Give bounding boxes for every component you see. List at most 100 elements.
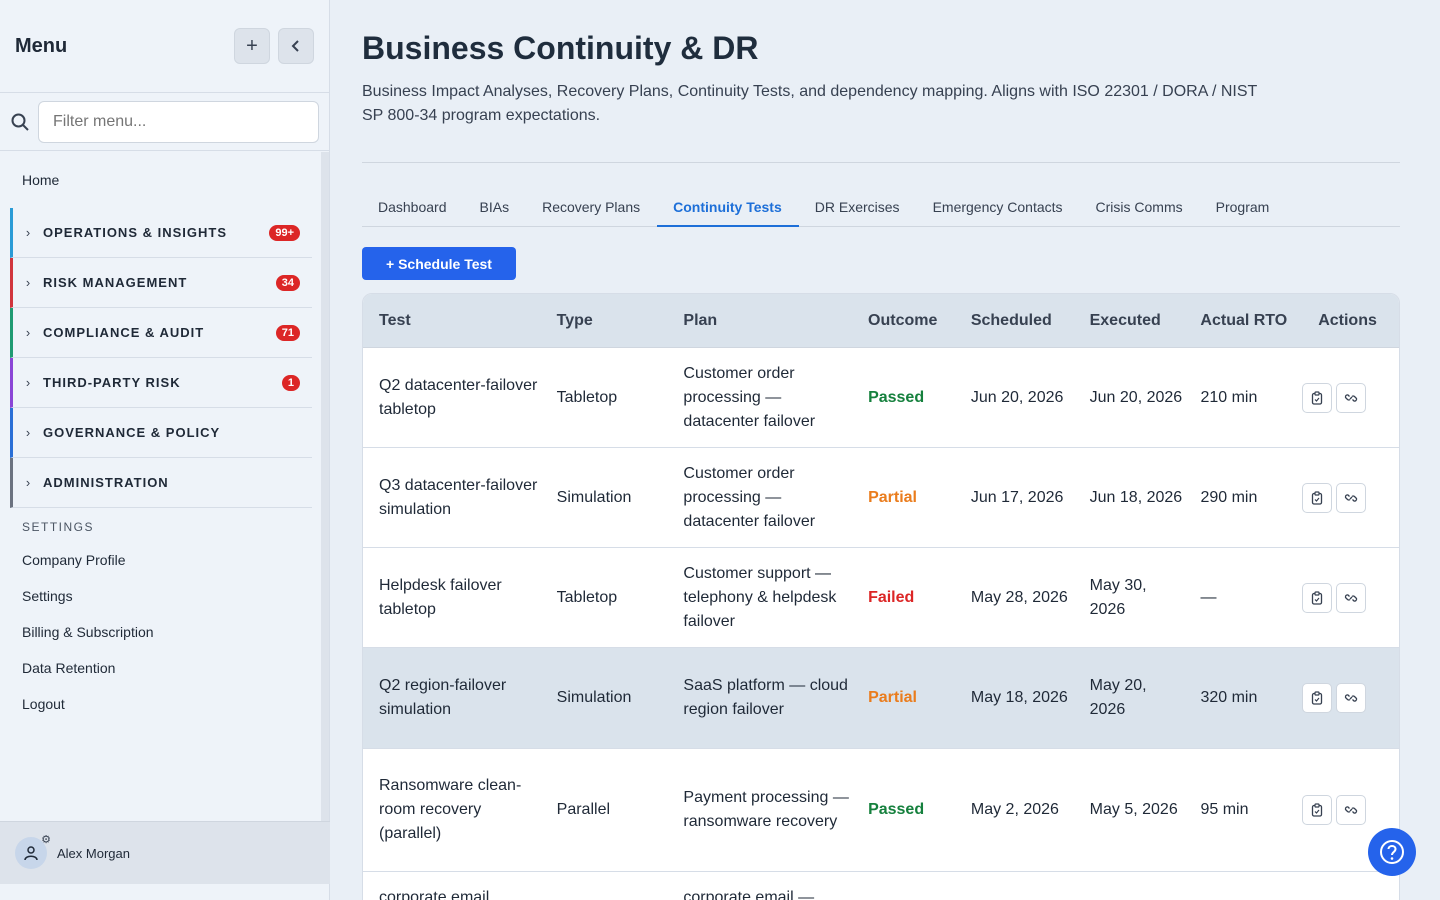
plan-name: corporate email — <box>683 889 815 900</box>
sidebar-item-home[interactable]: Home <box>22 172 60 188</box>
clipboard-check-icon <box>1312 590 1323 605</box>
collapse-sidebar-button[interactable] <box>278 28 314 64</box>
count-badge: 34 <box>275 274 300 291</box>
sidebar-scrollbar[interactable] <box>321 152 329 822</box>
row-actions <box>1302 482 1399 513</box>
test-name: Q2 region-failover simulation <box>379 677 507 718</box>
user-footer[interactable]: ⚙ Alex Morgan <box>0 821 330 884</box>
help-icon <box>1380 840 1404 864</box>
link-icon <box>1345 593 1358 602</box>
sidebar-item-company-profile[interactable]: Company Profile <box>22 552 126 568</box>
table-row[interactable]: Q2 region-failover simulation Simulation S… <box>363 648 1399 749</box>
sidebar-group-label: COMPLIANCE & AUDIT <box>43 325 205 340</box>
plan-name: Customer order processing — datacenter f… <box>683 364 816 430</box>
sidebar-group-risk-management[interactable]: › RISK MANAGEMENT 34 <box>10 258 312 308</box>
table-row[interactable]: Ransomware clean-room recovery (parallel… <box>363 749 1399 872</box>
help-button[interactable] <box>1368 828 1416 876</box>
record-results-button[interactable] <box>1302 582 1333 613</box>
column-header-actual-rto[interactable]: Actual RTO <box>1200 311 1288 329</box>
actual-rto: — <box>1200 588 1217 606</box>
actual-rto: 210 min <box>1200 388 1258 406</box>
sidebar-group-compliance-audit[interactable]: › COMPLIANCE & AUDIT 71 <box>10 308 312 358</box>
link-icon <box>1345 694 1358 702</box>
tab-emergency-contacts[interactable]: Emergency Contacts <box>932 199 1063 215</box>
test-type: Tabletop <box>556 588 618 606</box>
link-icon <box>1345 493 1358 502</box>
actual-rto: 290 min <box>1200 488 1258 506</box>
sidebar-item-settings[interactable]: Settings <box>22 588 73 604</box>
main-content: Business Continuity & DR Business Impact… <box>362 0 1400 900</box>
sidebar-group-administration[interactable]: › ADMINISTRATION <box>10 458 312 508</box>
column-header-actions[interactable]: Actions <box>1318 311 1377 329</box>
row-actions <box>1302 382 1399 413</box>
column-header-test[interactable]: Test <box>379 311 411 329</box>
sidebar-group-governance-policy[interactable]: › GOVERNANCE & POLICY <box>10 408 312 458</box>
tab-recovery-plans[interactable]: Recovery Plans <box>542 199 641 215</box>
column-header-scheduled[interactable]: Scheduled <box>970 311 1052 329</box>
table-row[interactable]: Helpdesk failover tabletop Tabletop Custom… <box>363 548 1399 648</box>
link-button[interactable] <box>1336 482 1367 513</box>
record-results-button[interactable] <box>1302 683 1333 713</box>
executed-date: May 5, 2026 <box>1089 801 1178 818</box>
tab-bias[interactable]: BIAs <box>479 199 510 215</box>
schedule-test-button[interactable]: + Schedule Test <box>362 247 516 280</box>
sidebar-group-third-party-risk[interactable]: › THIRD-PARTY RISK 1 <box>10 358 312 408</box>
user-name: Alex Morgan <box>57 845 130 861</box>
tab-dr-exercises[interactable]: DR Exercises <box>814 199 900 215</box>
link-button[interactable] <box>1336 582 1367 613</box>
record-results-button[interactable] <box>1302 382 1333 413</box>
link-icon <box>1345 806 1358 814</box>
scheduled-date: Jun 17, 2026 <box>970 488 1064 506</box>
page-title: Business Continuity & DR <box>362 30 759 66</box>
sidebar-item-logout[interactable]: Logout <box>22 696 65 712</box>
tab-bar: Dashboard BIAs Recovery Plans Continuity Te… <box>362 163 1400 227</box>
filter-menu-input[interactable] <box>38 100 319 143</box>
table-row[interactable]: Q2 datacenter-failover tabletop Tabletop C… <box>363 348 1399 448</box>
tab-continuity-tests[interactable]: Continuity Tests <box>657 199 799 227</box>
scheduled-date: Jun 20, 2026 <box>970 388 1064 406</box>
test-name: Q3 datacenter-failover simulation <box>379 476 538 518</box>
tab-program[interactable]: Program <box>1215 199 1270 215</box>
scheduled-date: May 28, 2026 <box>970 588 1068 606</box>
table-row[interactable]: Q3 datacenter-failover simulation Simulat… <box>363 448 1399 548</box>
test-type: Simulation <box>556 689 632 706</box>
sidebar-header: Menu + <box>0 0 329 93</box>
outcome-status: Partial <box>868 488 917 506</box>
sidebar-group-label: ADMINISTRATION <box>43 475 169 490</box>
chevron-right-icon: › <box>25 325 31 340</box>
tab-crisis-comms[interactable]: Crisis Comms <box>1095 199 1183 215</box>
plan-name: Payment processing — ransomware recovery <box>683 789 849 830</box>
plan-name: Customer support — telephony & helpdesk … <box>683 564 837 630</box>
executed-date: May 20, 2026 <box>1089 677 1147 718</box>
column-header-executed[interactable]: Executed <box>1089 311 1161 329</box>
column-header-type[interactable]: Type <box>556 311 593 329</box>
chevron-right-icon: › <box>25 475 31 490</box>
count-badge: 71 <box>275 324 300 341</box>
outcome-status: Partial <box>868 689 917 706</box>
sidebar-nav: Home › OPERATIONS & INSIGHTS 99+ › RISK MANA… <box>0 152 322 820</box>
link-button[interactable] <box>1336 382 1367 413</box>
table-row[interactable]: corporate email corporate email — <box>363 872 1399 900</box>
sidebar-search <box>0 93 329 151</box>
tab-dashboard[interactable]: Dashboard <box>378 199 447 215</box>
record-results-button[interactable] <box>1302 795 1333 825</box>
link-button[interactable] <box>1336 795 1367 825</box>
sidebar-item-data-retention[interactable]: Data Retention <box>22 660 116 676</box>
column-header-plan[interactable]: Plan <box>683 311 718 329</box>
add-button[interactable]: + <box>234 28 270 64</box>
column-header-outcome[interactable]: Outcome <box>868 311 938 329</box>
row-actions <box>1302 795 1399 825</box>
row-actions <box>1302 683 1399 713</box>
sidebar-title: Menu <box>15 34 68 57</box>
actual-rto: 320 min <box>1200 689 1258 706</box>
gear-icon: ⚙ <box>41 834 51 846</box>
sidebar-group-label: RISK MANAGEMENT <box>43 275 188 290</box>
avatar[interactable]: ⚙ <box>15 834 51 869</box>
clipboard-check-icon <box>1312 490 1323 505</box>
chevron-right-icon: › <box>25 225 31 240</box>
sidebar-group-operations-insights[interactable]: › OPERATIONS & INSIGHTS 99+ <box>10 208 312 258</box>
sidebar-item-billing[interactable]: Billing & Subscription <box>22 624 154 640</box>
link-button[interactable] <box>1336 683 1367 713</box>
record-results-button[interactable] <box>1302 482 1333 513</box>
chevron-right-icon: › <box>25 375 31 390</box>
